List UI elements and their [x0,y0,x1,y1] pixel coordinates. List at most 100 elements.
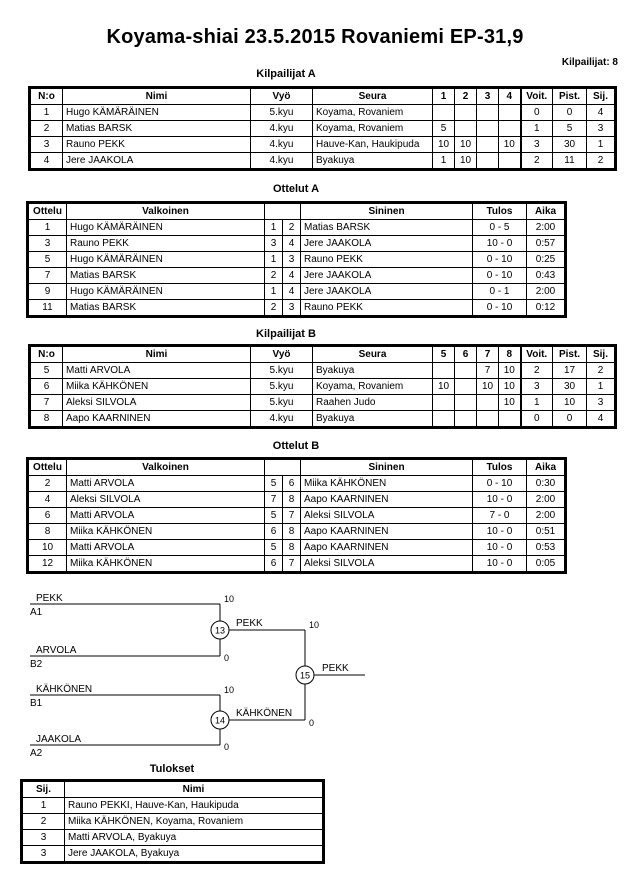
cell-name: Aleksi SILVOLA [62,394,251,411]
cell-rank: 4 [586,410,615,427]
table-row: 3 Jere JAAKOLA, Byakuya [22,845,323,862]
cell-white-no: 1 [264,219,283,236]
cell-m2: 10 [454,152,477,169]
cell-match-no: 1 [28,219,67,236]
bracket-sf2-bottom-name: JAAKOLA [36,734,81,745]
table-row: 7 Aleksi SILVOLA 5.kyu Raahen Judo 10 1 … [30,394,615,411]
cell-time: 0:51 [526,523,565,540]
matches-b-table: Ottelu Valkoinen Sininen Tulos Aika 2 Ma… [26,457,567,574]
table-row: 5 Hugo KÄMÄRÄINEN 1 3 Rauno PEKK 0 - 10 … [28,251,565,268]
cell-white-no: 6 [264,555,283,572]
cell-name: Rauno PEKKI, Hauve-Kan, Haukipuda [64,797,323,814]
cell-white-no: 1 [264,283,283,300]
cell-blue-no: 7 [282,555,301,572]
cell-wins: 0 [519,104,553,121]
cell-m1: 5 [432,120,455,137]
cell-m7 [476,394,499,411]
cell-time: 0:30 [526,475,565,492]
cell-blue-no: 3 [282,299,301,316]
cell-m8: 10 [498,394,521,411]
pool-a-col-rank: Sij. [586,88,615,105]
cell-white-no: 6 [264,523,283,540]
cell-belt: 4.kyu [250,410,313,427]
cell-match-no: 3 [28,235,67,252]
pool-a-col-m3: 3 [476,88,499,105]
table-row: 2 Matti ARVOLA 5 6 Miika KÄHKÖNEN 0 - 10… [28,475,565,492]
cell-blue-no: 8 [282,491,301,508]
cell-no: 5 [30,362,63,379]
cell-result: 0 - 10 [472,475,527,492]
cell-white-name: Hugo KÄMÄRÄINEN [66,283,265,300]
cell-wins: 2 [519,152,553,169]
cell-time: 0:43 [526,267,565,284]
cell-blue-name: Aapo KAARNINEN [300,491,473,508]
cell-m8 [498,410,521,427]
table-row: 6 Miika KÄHKÖNEN 5.kyu Koyama, Rovaniem … [30,378,615,395]
section-caption-matches-b: Ottelut B [272,440,320,452]
matches-a-col-white: Valkoinen [66,203,265,220]
table-row: 1 Rauno PEKKI, Hauve-Kan, Haukipuda [22,797,323,814]
cell-name: Jere JAAKOLA [62,152,251,169]
cell-blue-name: Rauno PEKK [300,299,473,316]
cell-result: 10 - 0 [472,523,527,540]
cell-rank: 3 [586,394,615,411]
cell-points: 30 [552,378,587,395]
cell-no: 8 [30,410,63,427]
cell-white-name: Matias BARSK [66,299,265,316]
cell-rank: 1 [586,378,615,395]
results-table: Sij. Nimi 1 Rauno PEKKI, Hauve-Kan, Hauk… [20,779,325,864]
cell-club: Hauve-Kan, Haukipuda [312,136,433,153]
cell-name: Miika KÄHKÖNEN [62,378,251,395]
cell-match-no: 9 [28,283,67,300]
cell-result: 7 - 0 [472,507,527,524]
cell-white-name: Matias BARSK [66,267,265,284]
cell-wins: 0 [519,410,553,427]
elimination-bracket: 13 14 15 PEKK A1 10 ARVOLA B2 0 PEKK KÄH… [0,580,630,760]
cell-no: 7 [30,394,63,411]
section-caption-pool-b: Kilpailijat B [256,328,316,340]
table-row: 4 Jere JAAKOLA 4.kyu Byakuya 1 10 2 11 2 [30,152,615,169]
cell-m6 [454,378,477,395]
matches-a-header-row: Ottelu Valkoinen Sininen Tulos Aika [28,203,565,220]
cell-rank: 3 [22,845,65,862]
cell-blue-name: Aleksi SILVOLA [300,555,473,572]
cell-blue-no: 4 [282,283,301,300]
pool-a-col-m1: 1 [432,88,455,105]
pool-b-col-m5: 5 [432,346,455,363]
table-row: 1 Hugo KÄMÄRÄINEN 5.kyu Koyama, Rovaniem… [30,104,615,121]
bracket-sf2-bottom-seed: A2 [30,748,43,759]
bracket-sf1-top-score: 10 [224,594,234,604]
pool-a-col-name: Nimi [62,88,251,105]
competitor-count-label: Kilpailijat: 8 [561,57,618,68]
cell-rank: 2 [586,152,615,169]
cell-white-name: Rauno PEKK [66,235,265,252]
cell-match-no: 5 [28,251,67,268]
table-row: 8 Miika KÄHKÖNEN 6 8 Aapo KAARNINEN 10 -… [28,523,565,540]
cell-match-no: 11 [28,299,67,316]
bracket-node-sf2-number: 14 [215,716,225,726]
section-caption-pool-a: Kilpailijat A [256,68,316,80]
pool-a-col-wins: Voit. [519,88,553,105]
bracket-sf2-top-score: 10 [224,685,234,695]
table-row: 11 Matias BARSK 2 3 Rauno PEKK 0 - 10 0:… [28,299,565,316]
cell-white-name: Matti ARVOLA [66,475,265,492]
table-row: 10 Matti ARVOLA 5 8 Aapo KAARNINEN 10 - … [28,539,565,556]
table-row: 4 Aleksi SILVOLA 7 8 Aapo KAARNINEN 10 -… [28,491,565,508]
cell-club: Koyama, Rovaniem [312,120,433,137]
cell-rank: 3 [22,829,65,846]
cell-white-name: Aleksi SILVOLA [66,491,265,508]
cell-blue-no: 6 [282,475,301,492]
pool-b-col-m8: 8 [498,346,521,363]
cell-white-name: Miika KÄHKÖNEN [66,523,265,540]
cell-blue-name: Jere JAAKOLA [300,267,473,284]
cell-white-no: 5 [264,507,283,524]
cell-white-no: 2 [264,299,283,316]
matches-b-col-white: Valkoinen [66,459,265,476]
cell-result: 0 - 10 [472,251,527,268]
pool-b-col-points: Pist. [552,346,587,363]
cell-blue-name: Miika KÄHKÖNEN [300,475,473,492]
cell-blue-name: Aapo KAARNINEN [300,523,473,540]
cell-time: 2:00 [526,219,565,236]
cell-m7 [476,410,499,427]
